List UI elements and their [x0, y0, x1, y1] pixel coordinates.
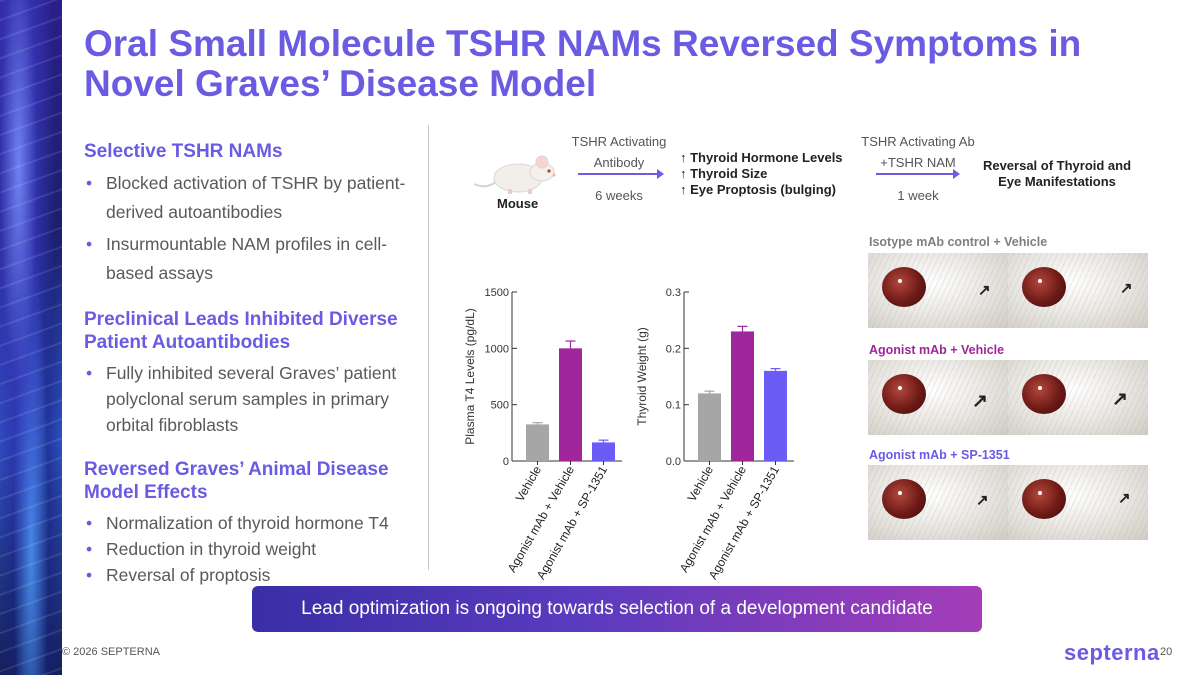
y-tick-label: 0.1 — [666, 400, 681, 412]
section-heading: Preclinical Leads Inhibited Diverse Pati… — [84, 309, 398, 353]
panel-label-agonist-sp1351: Agonist mAb + SP-1351 — [869, 448, 1010, 462]
side-decoration — [0, 0, 62, 675]
outcome-text: Reversal of Thyroid and Eye Manifestatio… — [982, 158, 1132, 189]
y-tick-label: 0.0 — [666, 456, 681, 468]
y-axis-label: Thyroid Weight (g) — [635, 327, 649, 425]
bar — [764, 370, 787, 461]
bar — [592, 442, 615, 461]
panel-label-isotype: Isotype mAb control + Vehicle — [869, 235, 1048, 249]
eye-photo: ↗ — [868, 253, 1008, 328]
bullet-item: Fully inhibited several Graves’ patient … — [84, 360, 419, 438]
bar — [731, 331, 754, 461]
bullet-item: Reversal of proptosis — [84, 562, 419, 588]
mouse-label: Mouse — [497, 196, 539, 211]
effect-item: ↑ Thyroid Hormone Levels — [680, 150, 843, 165]
copyright: © 2026 SEPTERNA — [62, 646, 160, 658]
step1-treatment: TSHR Activating Antibody — [571, 134, 667, 170]
bar-charts: 0 500 1000 1500 Plasma T4 Levels (pg/dL) Vehi… — [463, 287, 794, 582]
eye-photo: ↗ — [1008, 253, 1148, 328]
conclusion-banner: Lead optimization is ongoing towards sel… — [252, 586, 982, 632]
bar — [559, 348, 582, 461]
step2-duration: 1 week — [897, 188, 939, 203]
panel-label-agonist-vehicle: Agonist mAb + Vehicle — [869, 343, 1005, 357]
disease-effects: ↑ Thyroid Hormone Levels ↑ Thyroid Size … — [680, 150, 843, 198]
section-heading: Selective TSHR NAMs — [84, 141, 283, 162]
x-tick-label: Vehicle — [513, 463, 545, 504]
y-tick-label: 500 — [491, 400, 509, 412]
section-preclinical-leads: Preclinical Leads Inhibited Diverse Pati… — [84, 308, 419, 438]
step2-arrow — [876, 169, 960, 179]
summary-column: Selective TSHR NAMs Blocked activation o… — [84, 140, 419, 588]
section-heading: Reversed Graves’ Animal Disease Model Ef… — [84, 459, 389, 503]
eye-photo: ↗ — [868, 465, 1008, 540]
eye-photo: ↗ — [1008, 465, 1148, 540]
page-title: Oral Small Molecule TSHR NAMs Reversed S… — [84, 23, 1082, 104]
y-axis-label: Plasma T4 Levels (pg/dL) — [463, 308, 477, 445]
bullet-item: Reduction in thyroid weight — [84, 536, 419, 562]
step1-duration: 6 weeks — [595, 188, 643, 203]
effect-item: ↑ Eye Proptosis (bulging) — [680, 182, 837, 197]
septerna-logo: septerna — [1064, 640, 1160, 665]
section-selective-nams: Selective TSHR NAMs Blocked activation o… — [84, 140, 419, 288]
y-tick-label: 1000 — [485, 343, 509, 355]
y-tick-label: 1500 — [485, 287, 509, 299]
step2-treatment: TSHR Activating Ab +TSHR NAM — [861, 134, 975, 170]
step1-arrow — [578, 169, 664, 179]
bar — [526, 424, 549, 461]
y-tick-label: 0.2 — [666, 343, 681, 355]
page-number: 20 — [1160, 646, 1173, 658]
bar — [698, 393, 721, 461]
x-tick-label: Vehicle — [685, 463, 717, 504]
effect-item: ↑ Thyroid Size — [680, 166, 768, 181]
bullet-item: Insurmountable NAM profiles in cell-base… — [84, 230, 419, 288]
y-tick-label: 0.3 — [666, 287, 681, 299]
section-animal-model: Reversed Graves’ Animal Disease Model Ef… — [84, 458, 419, 588]
column-divider — [428, 125, 429, 570]
mouse-icon — [473, 155, 556, 194]
bullet-item: Normalization of thyroid hormone T4 — [84, 510, 419, 536]
eye-photo: ↗ — [868, 360, 1008, 435]
y-tick-label: 0 — [503, 456, 509, 468]
bullet-item: Blocked activation of TSHR by patient-de… — [84, 169, 419, 227]
eye-photo: ↗ — [1008, 360, 1148, 435]
